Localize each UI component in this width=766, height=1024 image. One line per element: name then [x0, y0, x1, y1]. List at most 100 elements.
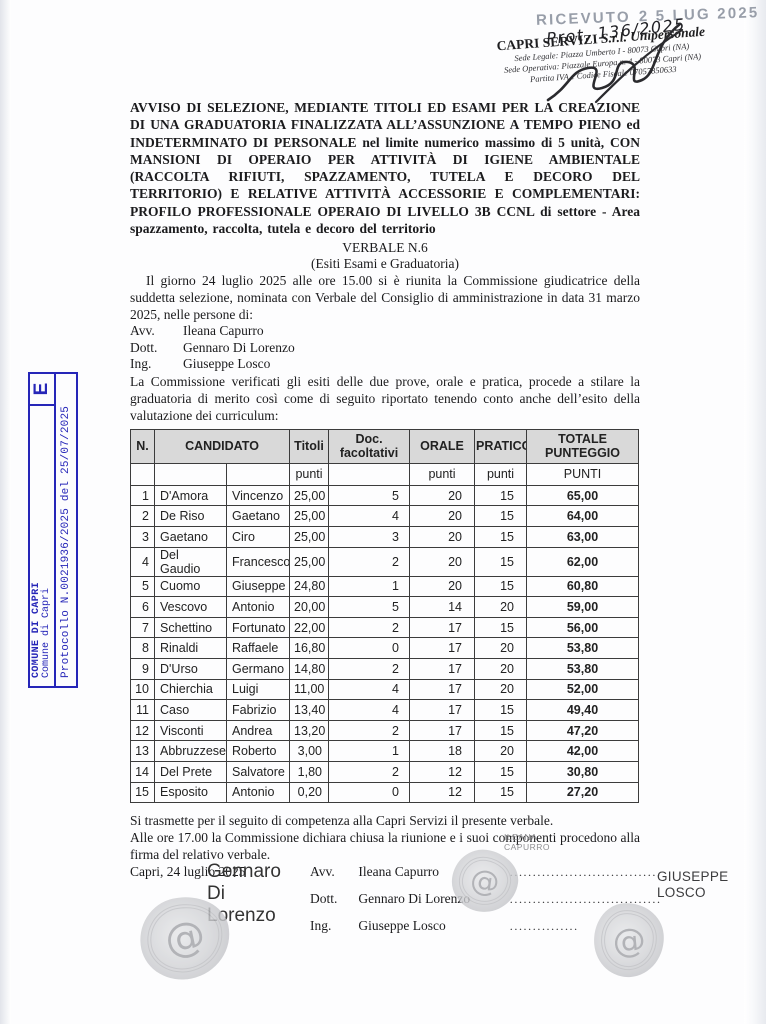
- cell-pratico: 20: [474, 678, 527, 701]
- header-candidato: CANDIDATO: [154, 428, 290, 464]
- cell-n: 7: [130, 616, 155, 639]
- cell-orale: 14: [409, 596, 475, 618]
- cell-doc: 3: [328, 526, 410, 548]
- cell-pratico: 20: [474, 658, 527, 680]
- cell-n: 14: [130, 761, 155, 783]
- table-row: 1 D'Amora Vincenzo 25,00 5 20 15 65,00: [130, 484, 639, 507]
- cell-pratico: 15: [474, 761, 527, 783]
- commission-member: Ing. Giuseppe Losco: [130, 356, 640, 373]
- header-titoli: Titoli: [289, 428, 329, 464]
- cell-orale: 17: [409, 658, 475, 680]
- verbale-subtitle: (Esiti Esami e Graduatoria): [310, 255, 460, 271]
- cell-orale: 17: [409, 616, 475, 639]
- cell-pratico: 20: [474, 596, 527, 618]
- cell-doc: 4: [328, 699, 410, 721]
- cell-orale: 17: [409, 678, 475, 701]
- signer-name: Giuseppe Losco: [358, 918, 446, 933]
- cell-cognome: Caso: [154, 699, 227, 721]
- cell-pratico: 20: [474, 637, 527, 660]
- cell-nome: Fabrizio: [226, 699, 290, 721]
- cell-pratico: 15: [474, 616, 527, 639]
- protocol-org: Comune di Capri: [41, 587, 52, 678]
- cell-titoli: 16,80: [289, 637, 329, 660]
- cell-n: 13: [130, 740, 155, 762]
- commission-member-name: Gennaro Di Lorenzo: [183, 339, 295, 355]
- place-date: Capri, 24 luglio 2025: [130, 864, 246, 880]
- table-row: 4 Del Gaudio Francesco 25,00 2 20 15 62,00: [130, 546, 639, 577]
- cell-totale: 60,80: [526, 575, 639, 598]
- table-row: 9 D'Urso Germano 14,80 2 17 20 53,80: [130, 658, 639, 680]
- commission-note-paragraph: La Commissione verificati gli esiti dell…: [130, 373, 640, 423]
- signer-name: Ileana Capurro: [358, 864, 439, 879]
- signer-name: Gennaro Di Lorenzo: [358, 891, 471, 906]
- cell-totale: 59,00: [526, 596, 639, 618]
- cell-pratico: 15: [474, 781, 527, 804]
- cell-orale: 12: [409, 761, 475, 783]
- closing-paragraph: Alle ore 17.00 la Commissione dichiara c…: [130, 830, 640, 863]
- cell-n: 6: [130, 596, 155, 618]
- cell-totale: 30,80: [526, 761, 639, 783]
- cell-doc: 2: [328, 719, 410, 742]
- cell-orale: 20: [409, 484, 475, 507]
- header-orale: ORALE: [409, 428, 475, 464]
- cell-nome: Gaetano: [226, 505, 290, 528]
- table-row: 11 Caso Fabrizio 13,40 4 17 15 49,40: [130, 699, 639, 721]
- table-row: 15 Esposito Antonio 0,20 0 12 15 27,20: [130, 781, 639, 804]
- cell-nome: Fortunato: [226, 616, 290, 639]
- cell-titoli: 13,40: [289, 699, 329, 721]
- header-pratico: PRATICO: [474, 428, 527, 464]
- cell-nome: Giuseppe: [226, 575, 290, 598]
- cell-doc: 2: [328, 616, 410, 639]
- cell-doc: 5: [328, 484, 410, 507]
- cell-cognome: Del Gaudio: [154, 546, 227, 577]
- cell-nome: Ciro: [226, 526, 290, 548]
- cell-titoli: 24,80: [289, 575, 329, 598]
- table-row: 3 Gaetano Ciro 25,00 3 20 15 63,00: [130, 526, 639, 548]
- cell-n: 2: [130, 505, 155, 528]
- subheader-empty: [328, 462, 410, 486]
- signer-title: Avv.: [310, 864, 335, 879]
- cell-n: 12: [130, 719, 155, 742]
- cell-cognome: Del Prete: [154, 761, 227, 783]
- table-row: 14 Del Prete Salvatore 1,80 2 12 15 30,80: [130, 761, 639, 783]
- signature-dotted-line: .................................: [509, 865, 662, 879]
- document-body: AVVISO DI SELEZIONE, MEDIANTE TITOLI ED …: [130, 99, 640, 880]
- cell-doc: 2: [328, 546, 410, 577]
- cell-doc: 0: [328, 637, 410, 660]
- protocol-number: Protocollo N.0021936/2025 del 25/07/2025: [54, 374, 76, 686]
- cell-n: 9: [130, 658, 155, 680]
- signature-row: Avv. Ileana Capurro ....................…: [310, 864, 662, 880]
- cell-nome: Roberto: [226, 740, 290, 762]
- cell-doc: 5: [328, 596, 410, 618]
- table-header-row: N. CANDIDATO Titoli Doc. facoltativi ORA…: [130, 428, 639, 464]
- table-row: 10 Chierchia Luigi 11,00 4 17 20 52,00: [130, 678, 639, 701]
- cell-titoli: 25,00: [289, 546, 329, 577]
- protocol-entry-stamp: COMUNE DI CAPRI Comune di Capri E Protoc…: [28, 372, 78, 688]
- cell-doc: 1: [328, 740, 410, 762]
- cell-titoli: 25,00: [289, 484, 329, 507]
- cell-cognome: D'Amora: [154, 484, 227, 507]
- cell-titoli: 25,00: [289, 505, 329, 528]
- cell-titoli: 13,20: [289, 719, 329, 742]
- cell-cognome: Rinaldi: [154, 637, 227, 660]
- cell-titoli: 20,00: [289, 596, 329, 618]
- cell-doc: 2: [328, 761, 410, 783]
- notice-title: AVVISO DI SELEZIONE, MEDIANTE TITOLI ED …: [130, 100, 640, 237]
- cell-nome: Antonio: [226, 781, 290, 804]
- cell-pratico: 15: [474, 484, 527, 507]
- commission-member-title: Avv.: [130, 323, 155, 339]
- table-row: 6 Vescovo Antonio 20,00 5 14 20 59,00: [130, 596, 639, 618]
- cell-cognome: D'Urso: [154, 658, 227, 680]
- table-row: 2 De Riso Gaetano 25,00 4 20 15 64,00: [130, 505, 639, 528]
- cell-doc: 0: [328, 781, 410, 804]
- cell-cognome: Visconti: [154, 719, 227, 742]
- cell-cognome: Schettino: [154, 616, 227, 639]
- cell-totale: 56,00: [526, 616, 639, 639]
- subheader-pratico-punti: punti: [474, 462, 527, 486]
- cell-orale: 18: [409, 740, 475, 762]
- cell-pratico: 15: [474, 526, 527, 548]
- cell-totale: 47,20: [526, 719, 639, 742]
- table-subheader-row: punti punti punti PUNTI: [130, 462, 639, 486]
- header-n: N.: [130, 428, 155, 464]
